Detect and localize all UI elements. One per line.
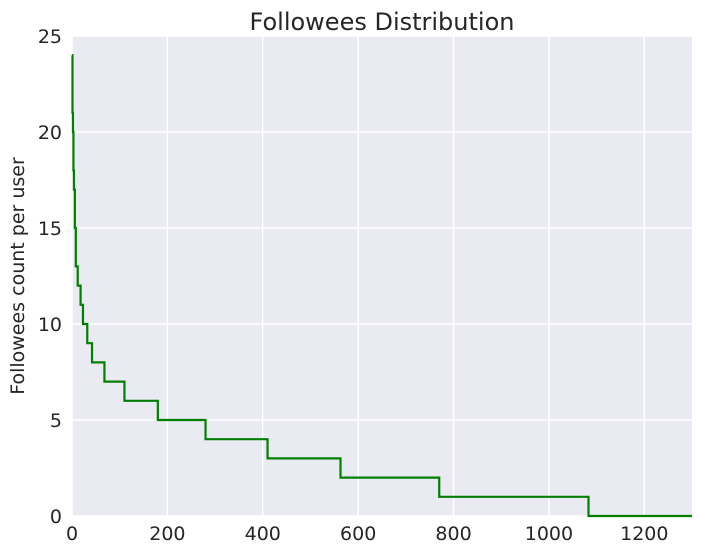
chart-title: Followees Distribution (250, 8, 515, 36)
y-axis-ticks: 0 5 10 15 20 25 (38, 26, 62, 528)
x-tick-label: 200 (149, 523, 185, 545)
x-tick-label: 400 (245, 523, 281, 545)
x-tick-label: 800 (435, 523, 471, 545)
x-axis-ticks: 0 200 400 600 800 1000 1200 (66, 523, 669, 545)
y-tick-label: 15 (38, 218, 62, 240)
x-tick-label: 600 (340, 523, 376, 545)
grid-lines (71, 35, 692, 517)
y-axis-label: Followees count per user (7, 157, 29, 395)
plot-area (72, 36, 692, 516)
x-tick-label: 0 (66, 523, 78, 545)
y-tick-label: 20 (38, 122, 62, 144)
series-line (71, 54, 692, 518)
x-tick-label: 1000 (525, 523, 573, 545)
y-tick-label: 10 (38, 314, 62, 336)
y-tick-label: 0 (50, 506, 62, 528)
y-tick-label: 5 (50, 410, 62, 432)
y-tick-label: 25 (38, 26, 62, 48)
x-tick-label: 1200 (620, 523, 668, 545)
